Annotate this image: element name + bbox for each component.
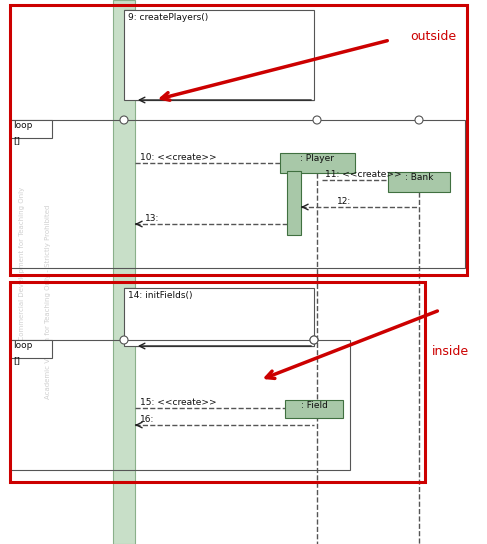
Circle shape: [120, 336, 128, 344]
Text: 14: initFields(): 14: initFields(): [128, 291, 192, 300]
Bar: [10, 282, 425, 482]
Text: 13:: 13:: [145, 214, 159, 223]
Bar: [10, 120, 52, 138]
Bar: [10, 120, 465, 268]
Text: : Player: : Player: [300, 154, 334, 163]
Text: 9: createPlayers(): 9: createPlayers(): [128, 13, 208, 22]
Bar: [113, 0, 135, 544]
Circle shape: [313, 116, 321, 124]
Text: 10: <<create>>: 10: <<create>>: [140, 153, 217, 162]
Bar: [10, 5, 467, 275]
Bar: [10, 340, 350, 470]
Text: 15: <<create>>: 15: <<create>>: [140, 398, 217, 407]
Text: []: []: [13, 136, 20, 145]
Text: 16:: 16:: [140, 415, 154, 424]
Text: []: []: [13, 356, 20, 365]
Text: loop: loop: [13, 121, 32, 130]
Circle shape: [120, 116, 128, 124]
Text: Non-Commercial Development for Teaching Only: Non-Commercial Development for Teaching …: [19, 187, 25, 357]
Text: inside: inside: [432, 345, 469, 358]
Circle shape: [310, 336, 318, 344]
Bar: [285, 400, 343, 418]
Text: outside: outside: [410, 30, 456, 43]
Bar: [124, 10, 314, 100]
Text: 12:: 12:: [337, 197, 351, 206]
Text: Academic Version for Teaching Only - Strictly Prohibited: Academic Version for Teaching Only - Str…: [45, 205, 51, 399]
Circle shape: [415, 116, 423, 124]
Text: : Bank: : Bank: [405, 173, 433, 182]
Circle shape: [310, 336, 318, 344]
Bar: [124, 288, 314, 346]
Text: 11: <<create>>: 11: <<create>>: [325, 170, 402, 179]
Text: loop: loop: [13, 341, 32, 350]
Bar: [388, 172, 450, 192]
Text: : Field: : Field: [300, 401, 327, 410]
Bar: [287, 171, 301, 235]
Bar: [280, 153, 355, 173]
Bar: [10, 340, 52, 358]
